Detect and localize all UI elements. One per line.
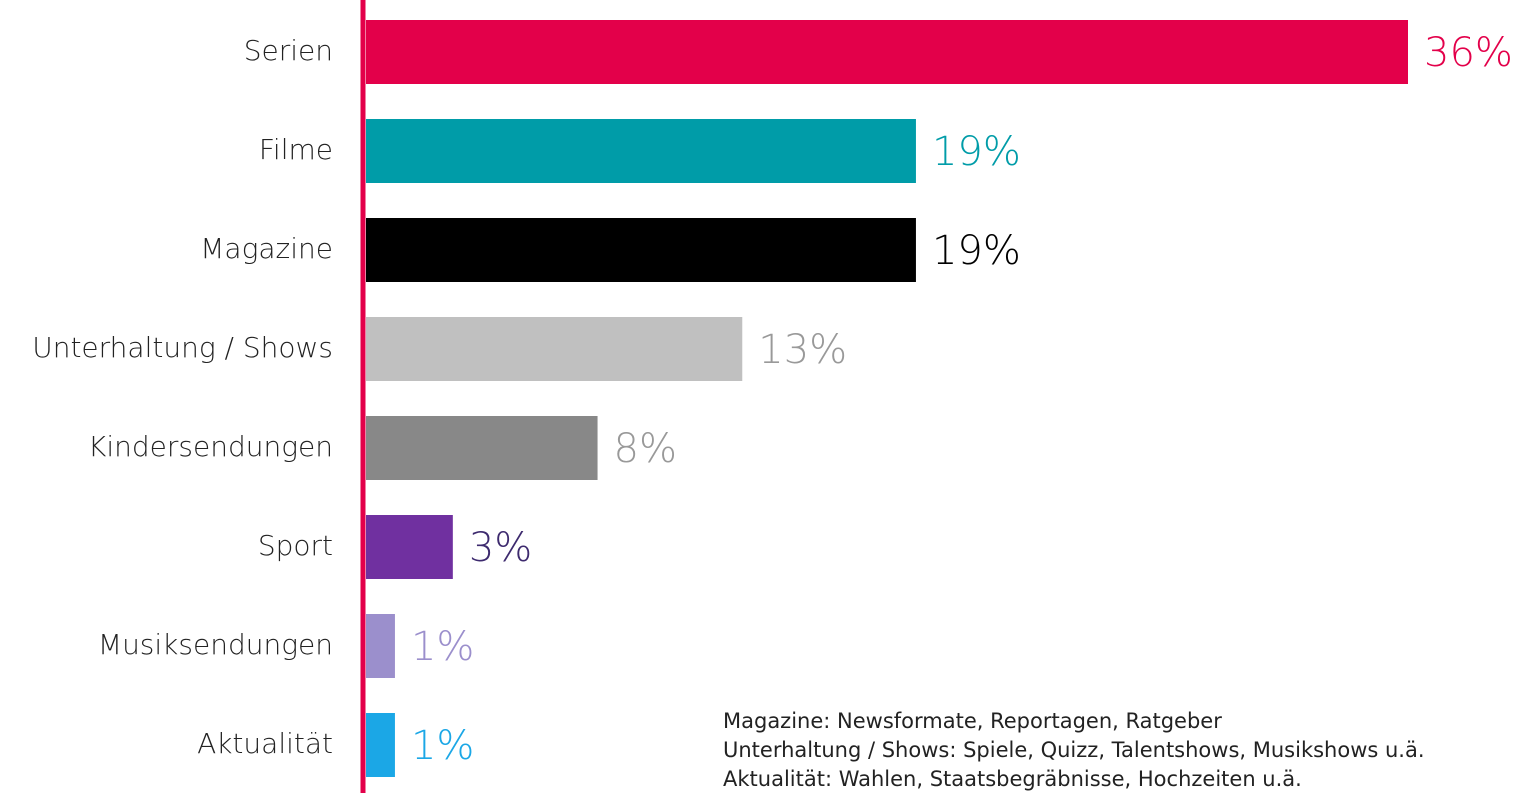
value-label: 36% (1424, 30, 1513, 76)
category-label: Serien (244, 34, 333, 67)
bar (366, 416, 598, 480)
value-label: 1% (411, 624, 474, 670)
category-label: Musiksendungen (98, 628, 333, 661)
value-label: 13% (758, 327, 847, 373)
bar (366, 218, 916, 282)
value-label: 19% (932, 129, 1021, 175)
category-label: Aktualität (197, 727, 333, 760)
bar (366, 515, 453, 579)
note: Magazine: Newsformate, Reportagen, Ratge… (723, 709, 1222, 733)
category-label: Kindersendungen (88, 430, 333, 463)
value-label: 8% (614, 426, 677, 472)
category-label: Filme (259, 133, 333, 166)
category-label: Magazine (200, 232, 333, 265)
value-label: 19% (932, 228, 1021, 274)
value-label: 1% (411, 723, 474, 769)
bar (366, 119, 916, 183)
bar (366, 317, 743, 381)
category-label: Sport (258, 529, 333, 562)
category-label: Unterhaltung / Shows (32, 331, 333, 364)
bar (366, 713, 395, 777)
note: Aktualität: Wahlen, Staatsbegräbnisse, H… (723, 767, 1302, 791)
bar (366, 20, 1408, 84)
value-label: 3% (469, 525, 532, 571)
note: Unterhaltung / Shows: Spiele, Quizz, Tal… (723, 738, 1425, 762)
bar (366, 614, 395, 678)
